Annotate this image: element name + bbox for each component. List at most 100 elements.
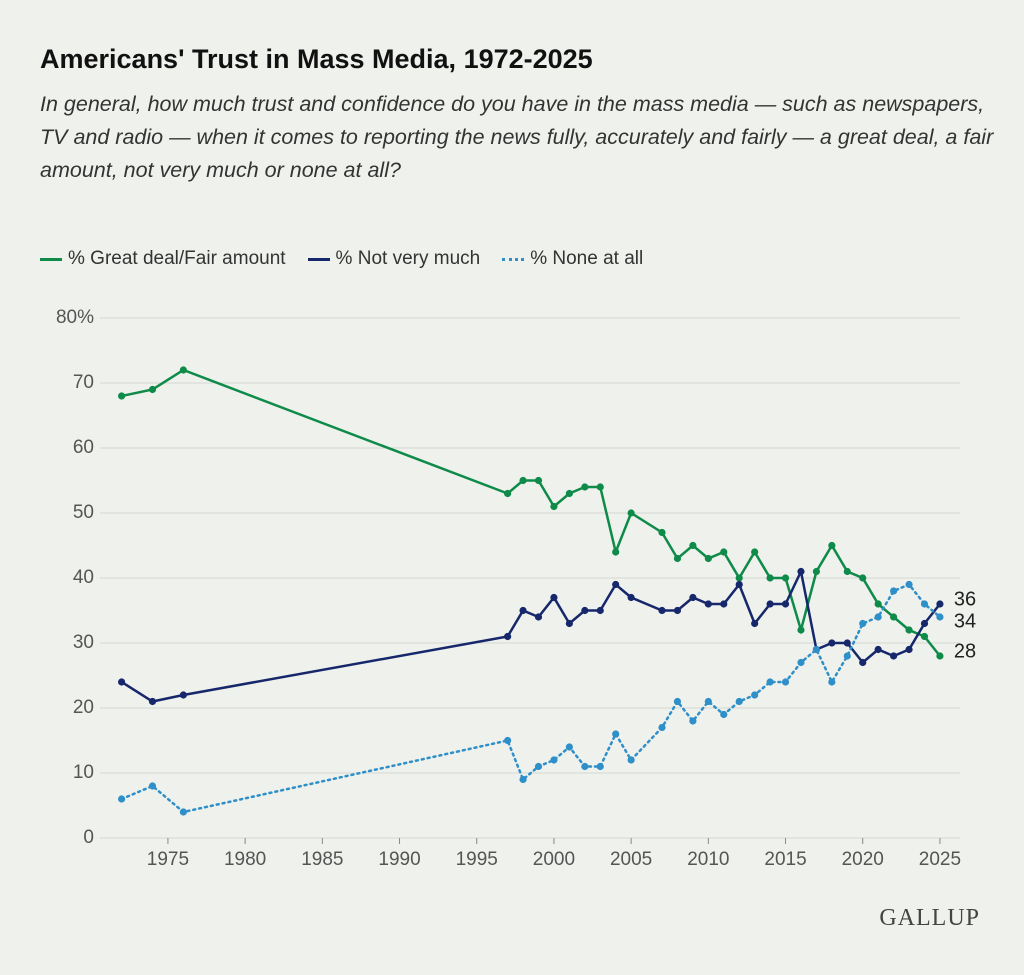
- data-point: [581, 483, 589, 491]
- data-point: [179, 366, 187, 374]
- data-point: [936, 652, 944, 660]
- data-point: [843, 652, 851, 660]
- y-tick-label: 50: [73, 502, 94, 523]
- data-point: [936, 613, 944, 621]
- data-point: [612, 548, 620, 556]
- data-point: [751, 548, 759, 556]
- legend-swatch: [307, 257, 330, 261]
- data-point: [550, 502, 558, 511]
- source-logo: GALLUP: [879, 905, 980, 931]
- data-point: [534, 476, 543, 485]
- data-point: [565, 489, 573, 498]
- data-point: [596, 762, 604, 771]
- data-point: [519, 606, 527, 615]
- data-point: [920, 619, 929, 628]
- legend: % Great deal/Fair amount % Not very much%…: [40, 248, 643, 270]
- data-point: [704, 554, 712, 563]
- data-point: [766, 600, 774, 608]
- data-point: [797, 658, 805, 667]
- data-point: [148, 697, 157, 706]
- data-point: [581, 606, 589, 615]
- data-point: [812, 567, 821, 576]
- data-point: [828, 678, 836, 686]
- x-tick-label: 2010: [687, 849, 729, 870]
- y-tick-label: 20: [73, 697, 94, 718]
- data-point: [534, 762, 543, 771]
- data-point: [504, 489, 512, 498]
- data-point: [596, 483, 604, 491]
- data-point: [658, 606, 666, 615]
- data-point: [565, 743, 573, 751]
- data-point: [658, 528, 666, 537]
- data-point: [627, 756, 635, 764]
- data-point: [581, 762, 589, 771]
- data-point: [689, 593, 697, 602]
- x-tick-label: 2000: [533, 849, 575, 870]
- series-line: [120, 582, 942, 814]
- data-point: [118, 392, 126, 400]
- data-point: [766, 574, 774, 582]
- data-point: [550, 756, 558, 764]
- data-point: [828, 639, 836, 647]
- data-point: [735, 580, 743, 589]
- end-value-label: 36: [954, 588, 976, 610]
- x-tick-label: 1985: [301, 849, 343, 870]
- data-point: [812, 645, 821, 654]
- data-point: [689, 717, 697, 725]
- data-point: [596, 606, 604, 615]
- data-point: [890, 587, 898, 595]
- data-point: [504, 632, 512, 641]
- legend-label: % Great deal/Fair amount: [68, 248, 286, 269]
- data-point: [890, 613, 898, 621]
- x-tick-label: 2020: [842, 849, 884, 870]
- data-point: [612, 580, 620, 589]
- data-point: [519, 775, 527, 784]
- legend-label: % None at all: [530, 248, 644, 269]
- data-point: [859, 619, 867, 628]
- data-point: [859, 658, 867, 667]
- x-tick-label: 2005: [610, 849, 652, 870]
- data-point: [720, 548, 728, 556]
- y-tick-label: 10: [73, 762, 94, 783]
- data-point: [118, 678, 126, 686]
- data-point: [781, 600, 790, 608]
- y-tick-label: 70: [73, 372, 94, 393]
- data-point: [148, 385, 157, 394]
- data-point: [843, 639, 851, 647]
- end-value-label: 34: [954, 610, 976, 632]
- data-point: [735, 697, 743, 706]
- data-point: [905, 626, 913, 634]
- data-point: [689, 541, 697, 550]
- data-point: [627, 593, 635, 602]
- data-point: [781, 574, 790, 582]
- data-point: [735, 574, 743, 582]
- data-point: [936, 600, 944, 608]
- data-point: [890, 652, 898, 660]
- x-tick-label: 1975: [147, 849, 189, 870]
- data-point: [843, 567, 851, 576]
- data-point: [118, 795, 126, 803]
- data-point: [550, 593, 558, 602]
- data-point: [504, 736, 512, 745]
- chart-title: Americans' Trust in Mass Media, 1972-202…: [40, 44, 593, 74]
- chart-subtitle: In general, how much trust and confidenc…: [40, 92, 994, 182]
- legend-label: % Not very much: [335, 248, 481, 269]
- data-point: [720, 710, 728, 719]
- data-point: [658, 723, 666, 732]
- data-point: [704, 600, 712, 608]
- data-point: [612, 730, 620, 738]
- data-point: [720, 600, 728, 608]
- data-point: [859, 574, 867, 582]
- x-tick-label: 1980: [224, 849, 266, 870]
- data-point: [874, 613, 882, 621]
- legend-swatch: [40, 257, 62, 261]
- data-point: [766, 678, 774, 686]
- data-point: [704, 697, 712, 706]
- series-line: [120, 567, 941, 703]
- legend-swatch: [502, 257, 525, 261]
- data-point: [148, 782, 157, 790]
- data-point: [673, 606, 682, 615]
- data-point: [673, 554, 682, 563]
